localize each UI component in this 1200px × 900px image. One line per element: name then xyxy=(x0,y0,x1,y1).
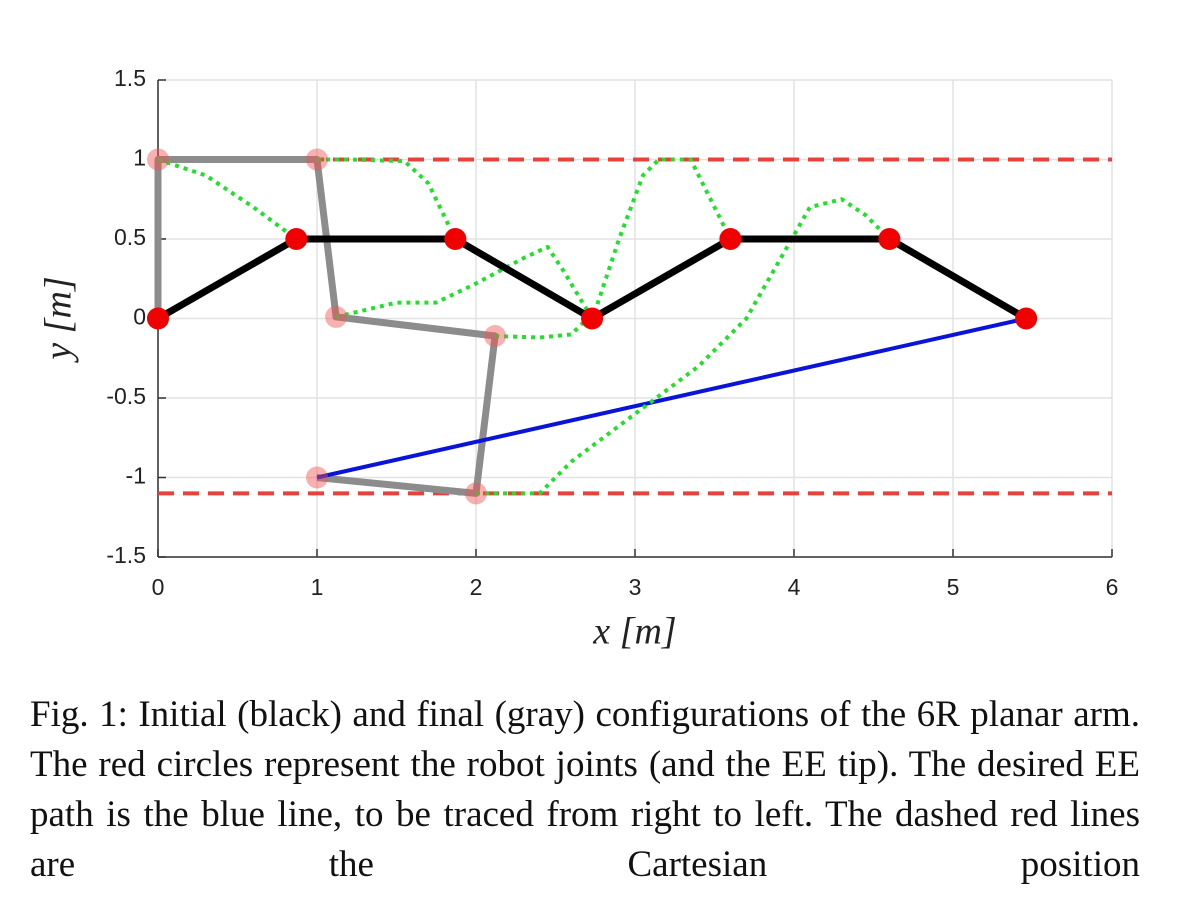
series-line xyxy=(476,197,891,496)
joint-marker xyxy=(1015,307,1038,330)
y-tick-label: 0 xyxy=(133,304,146,330)
series-line xyxy=(316,316,1027,480)
series-line xyxy=(317,157,458,240)
y-tick-label: -1 xyxy=(126,463,146,489)
x-tick-label: 1 xyxy=(311,574,324,600)
caption: Fig. 1: Initial (black) and final (gray)… xyxy=(30,694,1140,885)
joint-marker xyxy=(444,228,467,250)
joint-marker xyxy=(325,305,348,328)
joint-marker xyxy=(465,482,487,505)
joint-marker xyxy=(306,466,328,489)
x-tick-label: 4 xyxy=(788,574,801,600)
series-line xyxy=(335,244,594,320)
x-tick-label: 0 xyxy=(152,574,165,600)
joint-marker xyxy=(147,148,169,171)
joint-marker xyxy=(306,148,328,171)
x-tick-label: 5 xyxy=(947,574,960,600)
series-line xyxy=(154,156,499,497)
joint-marker xyxy=(147,307,169,330)
y-tick-label: 0.5 xyxy=(114,224,146,250)
joint-marker xyxy=(581,307,604,330)
joint-marker xyxy=(285,228,308,250)
x-tick-label: 2 xyxy=(470,574,483,600)
y-tick-label: -0.5 xyxy=(106,383,146,409)
joint-marker xyxy=(484,324,507,347)
y-axis-label: y [m] xyxy=(38,276,80,363)
x-tick-label: 6 xyxy=(1106,574,1119,600)
joint-marker xyxy=(878,228,901,250)
series-line xyxy=(157,157,298,241)
x-axis-label: x [m] xyxy=(592,611,676,653)
joint-marker xyxy=(719,228,742,250)
series-line xyxy=(495,157,733,340)
y-tick-label: -1.5 xyxy=(106,542,146,568)
chart: x [m] y [m] 0 1 2 3 4 5 6 -1.5 -1 -0.5 0 0.5 1 1.5 xyxy=(38,65,1119,653)
series-line xyxy=(156,235,1028,322)
y-tick-label: 1.5 xyxy=(114,65,146,91)
y-tick-label: 1 xyxy=(133,145,146,171)
x-tick-label: 3 xyxy=(629,574,642,600)
